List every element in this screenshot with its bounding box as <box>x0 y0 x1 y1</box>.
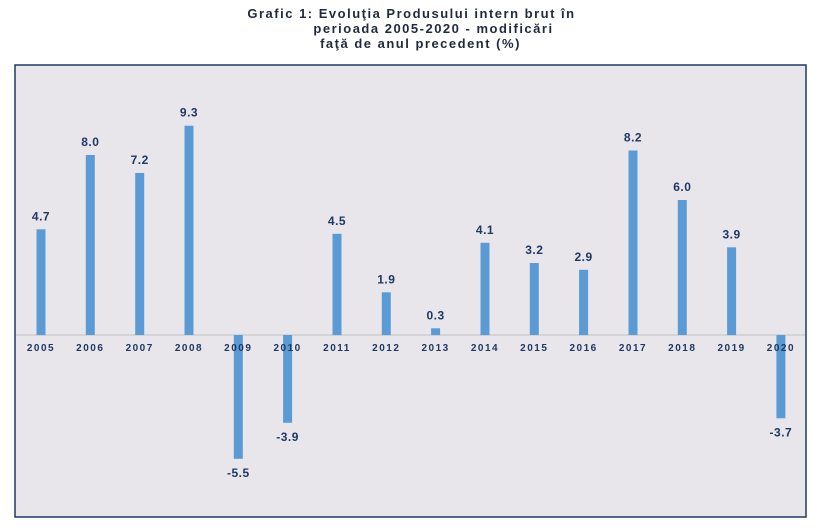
x-tick-label-2010: 2010 <box>273 343 301 354</box>
x-tick-label-2007: 2007 <box>126 343 154 354</box>
value-label-2017: 8.2 <box>624 131 642 145</box>
value-label-2010: -3.9 <box>276 430 299 444</box>
value-label-2007: 7.2 <box>131 153 149 167</box>
value-label-2009: -5.5 <box>227 466 250 480</box>
bar-2010 <box>283 335 293 423</box>
value-label-2013: 0.3 <box>427 308 445 322</box>
value-label-2016: 2.9 <box>575 250 593 264</box>
value-label-2020: -3.7 <box>770 425 793 439</box>
x-tick-label-2014: 2014 <box>471 343 499 354</box>
value-label-2005: 4.7 <box>32 209 50 223</box>
chart-title-line-1: Grafic 1: Evoluţia Produsului intern bru… <box>247 6 576 21</box>
x-tick-label-2011: 2011 <box>323 343 351 354</box>
x-tick-group: 2005 2006 2007 2008 2009 2010 2011 2012 2013 2014… <box>27 343 795 354</box>
bar-2019 <box>727 247 737 336</box>
bar-2017 <box>628 150 638 335</box>
x-tick-label-2016: 2016 <box>569 343 597 354</box>
x-tick-label-2017: 2017 <box>619 343 647 354</box>
chart-title-line-2: perioada 2005-2020 - modificări <box>313 21 554 36</box>
bar-2014 <box>480 242 490 336</box>
x-tick-label-2020: 2020 <box>767 343 795 354</box>
value-label-2014: 4.1 <box>476 223 494 237</box>
value-label-2011: 4.5 <box>328 214 346 228</box>
x-tick-label-2008: 2008 <box>175 343 203 354</box>
chart-title-line-3: faţă de anul precedent (%) <box>320 36 521 51</box>
x-tick-label-2018: 2018 <box>668 343 696 354</box>
x-tick-label-2012: 2012 <box>372 343 400 354</box>
value-label-2019: 3.9 <box>723 227 741 241</box>
x-tick-label-2005: 2005 <box>27 343 55 354</box>
chart-title: Grafic 1: Evoluţia Produsului intern bru… <box>0 6 823 51</box>
value-label-2006: 8.0 <box>81 135 99 149</box>
bar-2007 <box>135 173 145 335</box>
bar-2005 <box>36 229 46 336</box>
plot-area <box>14 64 807 518</box>
bar-2012 <box>381 292 391 336</box>
x-tick-label-2006: 2006 <box>76 343 104 354</box>
x-tick-label-2013: 2013 <box>421 343 449 354</box>
bar-2008 <box>184 125 194 335</box>
bar-2006 <box>85 155 95 335</box>
value-label-2015: 3.2 <box>525 243 543 257</box>
value-label-2008: 9.3 <box>180 106 198 120</box>
x-tick-label-2009: 2009 <box>224 343 252 354</box>
value-label-group: 4.7 8.0 7.2 9.3 -5.5 -3.9 4.5 1.9 0.3 4.1 3.2 2.9 8.… <box>32 106 792 480</box>
bar-group <box>36 125 786 459</box>
bar-2009 <box>233 335 243 459</box>
value-label-2018: 6.0 <box>673 180 691 194</box>
x-tick-label-2019: 2019 <box>717 343 745 354</box>
bar-2016 <box>579 269 589 336</box>
bar-2011 <box>332 233 342 336</box>
bar-2018 <box>677 200 687 335</box>
bar-2015 <box>529 263 539 335</box>
bar-2020 <box>776 335 786 419</box>
bar-2013 <box>431 328 441 336</box>
value-label-2012: 1.9 <box>377 272 395 286</box>
x-tick-label-2015: 2015 <box>520 343 548 354</box>
